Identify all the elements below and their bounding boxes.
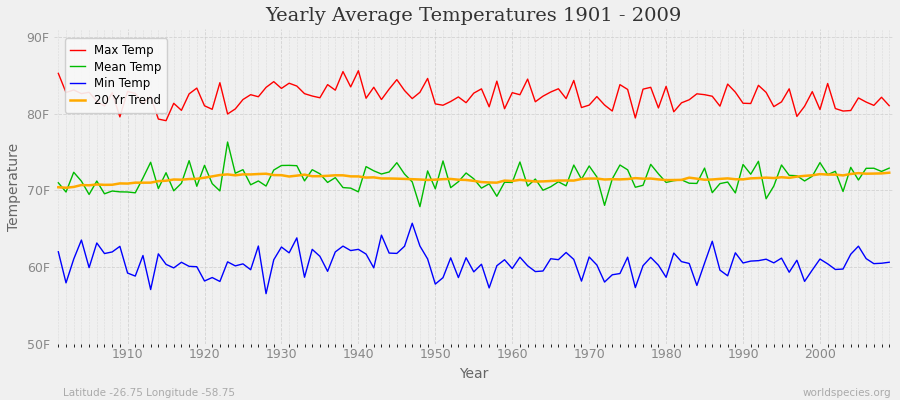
Min Temp (114, 244, 125, 249)
Text: worldspecies.org: worldspecies.org (803, 388, 891, 398)
Min Temp (407, 221, 418, 226)
Max Temp (615, 82, 626, 87)
20 Yr Trend (515, 178, 526, 182)
20 Yr Trend (60, 185, 71, 190)
20 Yr Trend (53, 185, 64, 190)
Line: Max Temp: Max Temp (58, 71, 889, 121)
Title: Yearly Average Temperatures 1901 - 2009: Yearly Average Temperatures 1901 - 2009 (266, 7, 682, 25)
X-axis label: Year: Year (459, 367, 489, 381)
Mean Temp (114, 190, 125, 194)
20 Yr Trend (884, 170, 895, 175)
Mean Temp (53, 180, 64, 185)
Min Temp (884, 260, 895, 265)
Max Temp (515, 92, 526, 97)
Mean Temp (222, 140, 233, 144)
Max Temp (522, 77, 533, 82)
Min Temp (338, 244, 348, 248)
Mean Temp (515, 160, 526, 164)
Mean Temp (415, 204, 426, 209)
Max Temp (884, 103, 895, 108)
Min Temp (522, 263, 533, 268)
Max Temp (53, 71, 64, 76)
Mean Temp (338, 185, 348, 190)
Mean Temp (292, 163, 302, 168)
Max Temp (338, 69, 348, 74)
Min Temp (292, 236, 302, 240)
Y-axis label: Temperature: Temperature (7, 142, 21, 230)
Min Temp (615, 271, 626, 276)
Min Temp (261, 291, 272, 296)
Max Temp (114, 114, 125, 119)
Max Temp (353, 68, 364, 73)
Text: Latitude -26.75 Longitude -58.75: Latitude -26.75 Longitude -58.75 (63, 388, 235, 398)
Legend: Max Temp, Mean Temp, Min Temp, 20 Yr Trend: Max Temp, Mean Temp, Min Temp, 20 Yr Tre… (65, 38, 167, 113)
20 Yr Trend (292, 173, 302, 178)
Line: Min Temp: Min Temp (58, 223, 889, 294)
Min Temp (515, 255, 526, 260)
Mean Temp (615, 163, 626, 168)
Max Temp (160, 118, 171, 123)
Max Temp (292, 84, 302, 88)
Mean Temp (522, 184, 533, 188)
Mean Temp (884, 166, 895, 170)
20 Yr Trend (507, 178, 517, 183)
20 Yr Trend (338, 173, 348, 178)
Min Temp (53, 249, 64, 254)
20 Yr Trend (607, 177, 617, 182)
Line: 20 Yr Trend: 20 Yr Trend (58, 173, 889, 188)
20 Yr Trend (122, 181, 133, 186)
Line: Mean Temp: Mean Temp (58, 142, 889, 207)
